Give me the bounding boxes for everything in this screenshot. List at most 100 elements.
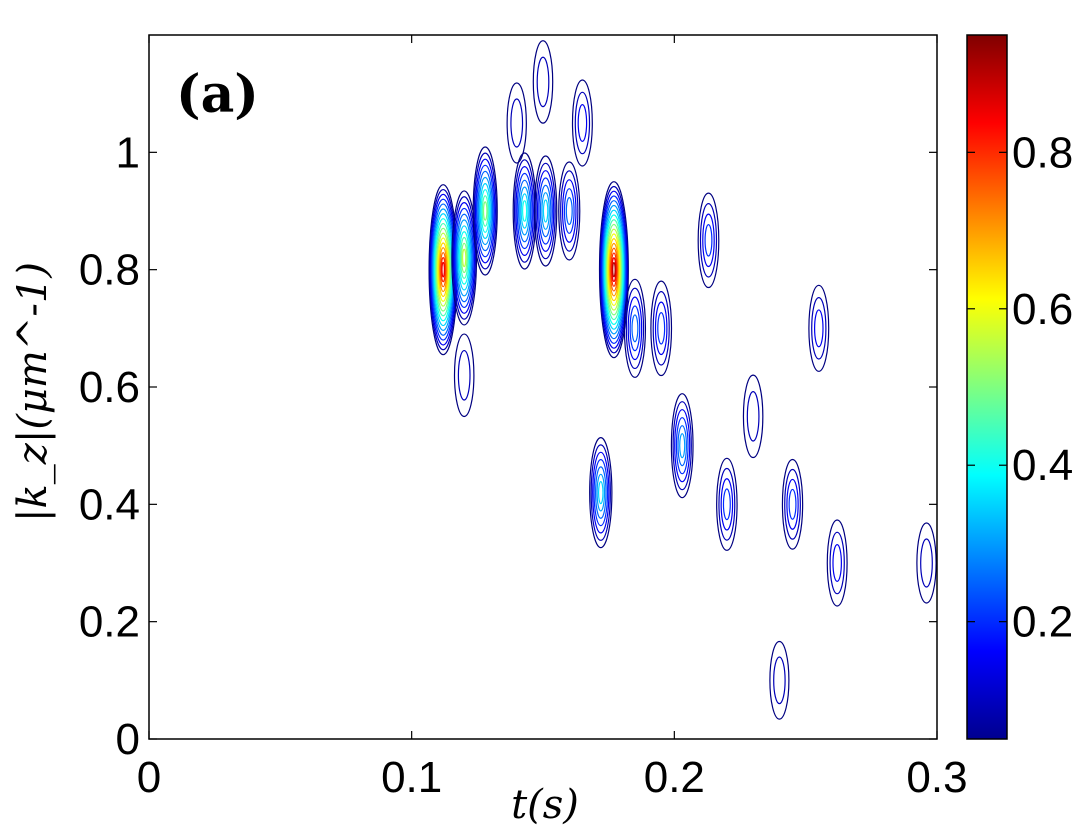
contour-peak-11-level-1 (697, 192, 720, 289)
contour-peak-13-level-2 (784, 468, 801, 540)
contour-peak-2-level-6 (478, 176, 493, 246)
colorbar-tick-label: 0.6 (1012, 285, 1073, 334)
y-tick-label: 0.2 (79, 598, 140, 647)
contour-peak-0-level-14 (438, 247, 448, 293)
contour-peak-13-level-1 (781, 458, 804, 550)
x-axis-label: t(s) (511, 782, 579, 828)
contour-peak-1-level-4 (454, 207, 474, 309)
contour-peak-4-level-5 (539, 184, 552, 238)
panel-label: (a) (176, 64, 259, 125)
colorbar-tick-label: 0.8 (1012, 128, 1073, 177)
x-tick-label: 0.3 (906, 753, 967, 802)
contour-peak-1-level-9 (459, 236, 469, 279)
contour-peak-3-level-5 (518, 179, 532, 243)
contour-peak-5-level-16 (610, 252, 618, 287)
contour-peak-5-level-4 (601, 195, 627, 344)
contour-peak-21-level-1 (916, 522, 937, 604)
contour-peak-16-level-3 (577, 103, 588, 142)
contour-peak-6-level-1 (589, 437, 613, 549)
contour-peak-5-level-14 (609, 242, 619, 297)
contour-peak-22-level-1 (453, 333, 475, 418)
contour-peak-9-level-4 (657, 312, 666, 345)
contour-peak-12-level-1 (716, 457, 738, 551)
contour-peak-12-level-4 (722, 488, 731, 521)
contour-peak-4-level-7 (542, 199, 549, 223)
x-tick-label: 0.2 (644, 753, 705, 802)
contour-peak-5-level-17 (611, 257, 617, 283)
contour-peak-7-level-2 (560, 170, 579, 252)
contour-peak-3-level-7 (520, 193, 529, 229)
contour-peak-12-level-3 (720, 478, 734, 531)
contour-peak-1-level-6 (456, 219, 472, 297)
contour-peak-8-level-5 (631, 314, 639, 343)
contour-peak-0-level-10 (435, 227, 451, 312)
contour-peak-5-level-2 (599, 185, 629, 354)
plot-background (149, 35, 937, 739)
contour-peak-10-level-3 (674, 409, 691, 483)
contour-peak-5-level-11 (606, 228, 622, 311)
contour-peak-20-level-2 (773, 656, 786, 705)
x-tick-label: 0.1 (381, 753, 442, 802)
contour-peak-2-level-7 (479, 183, 491, 240)
contour-peak-12-level-2 (718, 467, 736, 541)
y-tick-label: 1 (116, 128, 140, 177)
contour-peak-15-level-3 (832, 543, 842, 582)
contour-peak-11-level-3 (702, 213, 715, 268)
contour-peak-20-level-1 (769, 640, 790, 720)
y-tick-label: 0.6 (79, 363, 140, 412)
contour-peak-7-level-4 (563, 188, 575, 234)
contour-peak-4-level-1 (533, 155, 558, 267)
contour-peak-1-level-10 (460, 242, 468, 274)
y-tick-label: 0 (116, 715, 140, 764)
contour-peak-3-level-8 (522, 200, 528, 222)
contour-peak-1-level-11 (462, 248, 467, 268)
contour-peak-22-level-2 (457, 349, 471, 401)
contour-peak-6-level-2 (590, 444, 611, 541)
contour-peak-4-level-3 (536, 170, 555, 252)
colorbar-ticks: 0.2 0.4 0.6 0.8 (967, 128, 1073, 647)
contour-peak-14-level-3 (813, 309, 824, 348)
contour-peak-4-level-4 (538, 177, 553, 245)
contour-peak-9-level-2 (652, 291, 670, 366)
contour-peak-6-level-3 (592, 451, 610, 534)
contour-peak-5-level-1 (598, 181, 629, 359)
contour-peak-10-level-5 (677, 425, 688, 467)
contour-peak-19-level-1 (742, 374, 764, 459)
contour-peak-8-level-3 (627, 296, 643, 361)
contour-peak-3-level-6 (519, 186, 530, 236)
contour-peak-2-level-1 (472, 146, 498, 276)
contour-peak-1-level-7 (457, 225, 471, 291)
contour-peak-10-level-4 (675, 417, 689, 475)
contour-peak-18-level-2 (510, 98, 524, 148)
contour-peak-11-level-2 (699, 203, 718, 278)
y-axis-ticks: 0 0.2 0.4 0.6 0.8 1 (79, 128, 937, 764)
contour-peak-1-level-3 (453, 202, 475, 314)
contour-peak-0-level-15 (439, 252, 447, 288)
contour-peak-5-level-18 (612, 261, 616, 278)
contour-peak-16-level-1 (571, 79, 593, 167)
colorbar-tick-label: 0.2 (1012, 598, 1073, 647)
contour-peak-0-level-16 (440, 256, 446, 283)
contour-peak-7-level-1 (558, 161, 581, 261)
contour-peak-11-level-4 (704, 224, 713, 257)
contour-peak-1-level-5 (455, 213, 473, 303)
contour-peak-21-level-2 (920, 538, 933, 588)
contour-peak-10-level-6 (679, 433, 686, 459)
colorbar (966, 34, 1008, 740)
contour-peak-1-level-8 (458, 231, 470, 285)
contour-peak-8-level-4 (629, 305, 641, 352)
contour-peak-15-level-1 (826, 519, 848, 607)
contour-peak-2-level-3 (474, 158, 496, 264)
contour-peak-8-level-2 (625, 287, 645, 370)
contour-peak-5-level-13 (608, 238, 620, 302)
contour-peak-18-level-1 (506, 82, 527, 164)
contour-peak-2-level-8 (480, 189, 490, 233)
contour-peak-5-level-7 (603, 209, 625, 330)
contour-peak-5-level-10 (605, 223, 622, 316)
contour-peak-16-level-2 (574, 91, 591, 155)
contour-peak-0-level-11 (436, 232, 450, 307)
contour-peak-5-level-5 (602, 200, 626, 340)
contour-peak-5-level-3 (600, 190, 628, 349)
contour-peak-9-level-1 (650, 280, 673, 377)
contour-peak-7-level-5 (565, 197, 573, 226)
